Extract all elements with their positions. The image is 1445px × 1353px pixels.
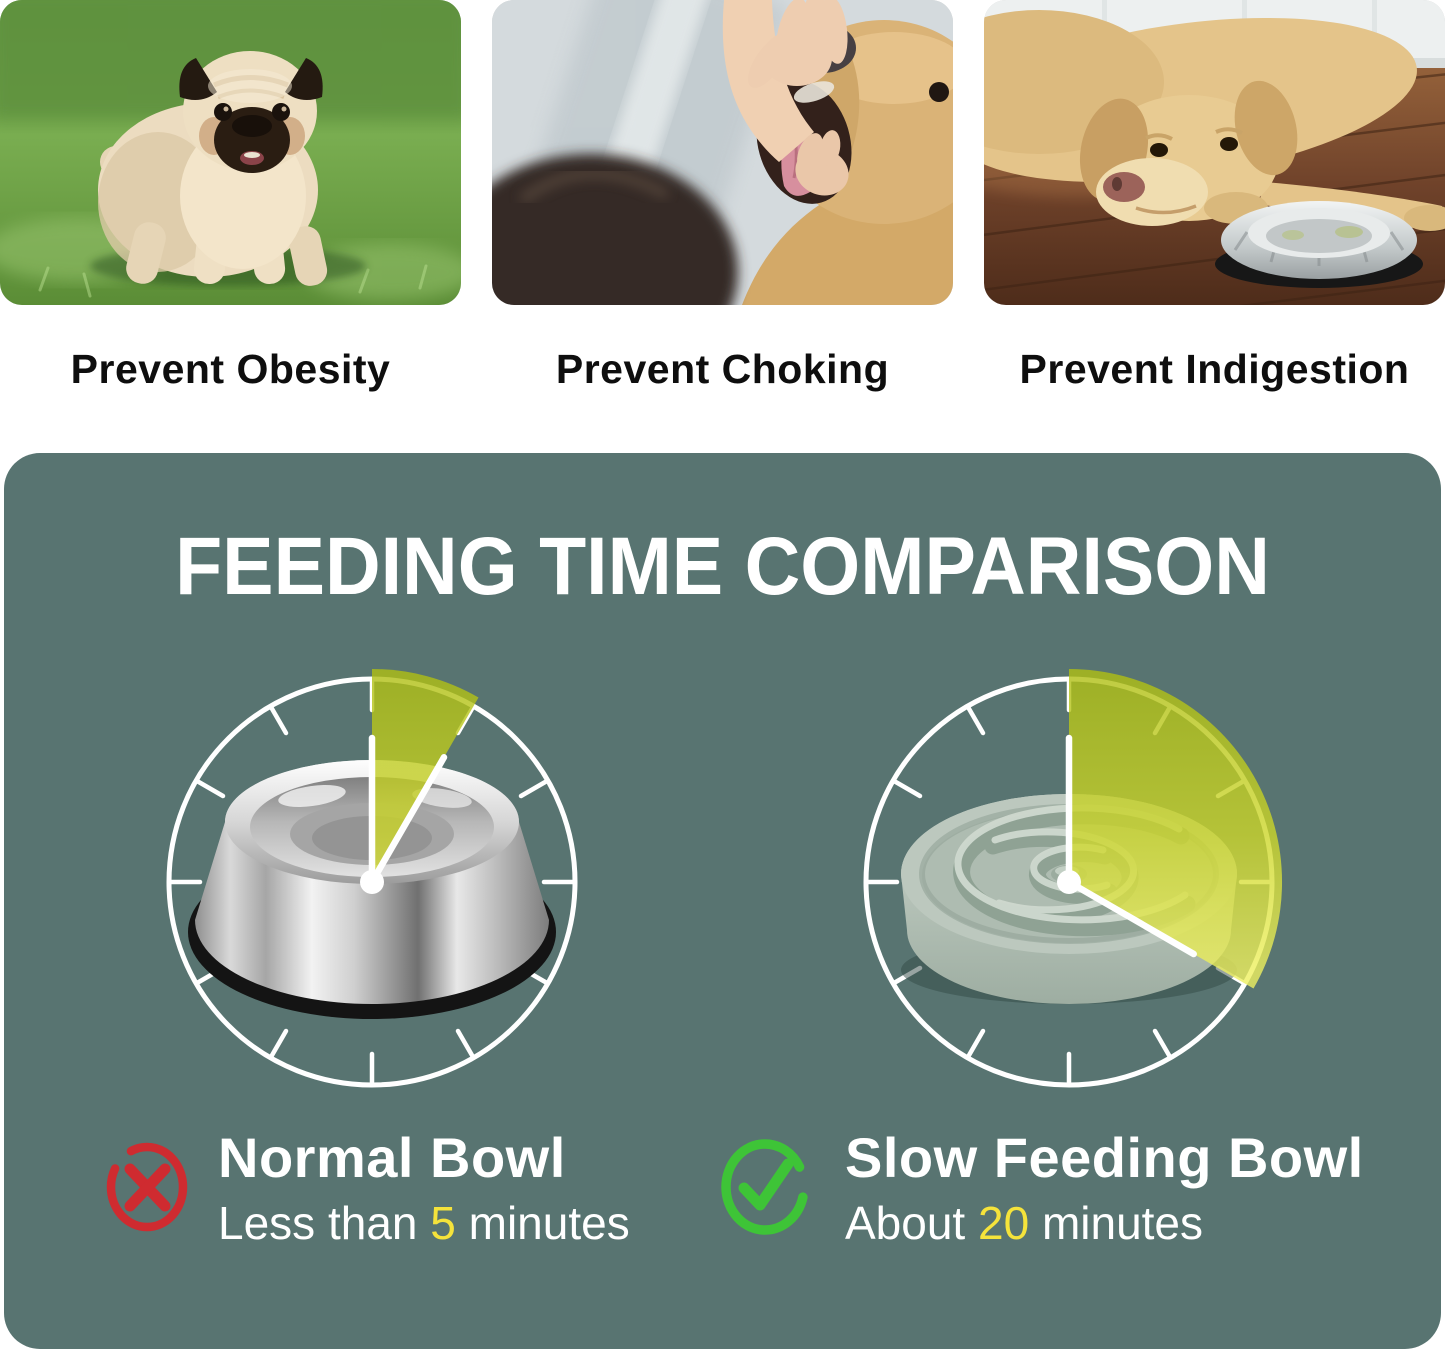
caption-prevent-indigestion: Prevent Indigestion <box>1019 346 1410 392</box>
legend-slow-bowl-name: Slow Feeding Bowl <box>845 1126 1364 1189</box>
x-icon <box>106 1142 188 1232</box>
legend-slow-bowl-time: About 20 minutes <box>845 1196 1203 1250</box>
check-icon <box>721 1139 809 1235</box>
time-suffix: minutes <box>455 1197 630 1249</box>
caption-prevent-obesity: Prevent Obesity <box>70 346 391 392</box>
clock-wedge-and-hands <box>360 669 479 894</box>
photo-dog-waiting-by-bowl <box>984 0 1445 305</box>
steel-bowl-in-photo <box>1215 201 1423 288</box>
time-value-highlight: 20 <box>978 1197 1030 1249</box>
photo-fat-pug-on-grass <box>0 0 461 305</box>
time-prefix: Less than <box>218 1197 431 1249</box>
caption-prevent-choking: Prevent Choking <box>555 346 890 392</box>
panel-title: FEEDING TIME COMPARISON <box>175 521 1270 612</box>
clock-wedge-and-hands <box>1057 669 1283 989</box>
clock-normal-bowl <box>166 669 578 1088</box>
choking-check-illustration <box>492 0 953 305</box>
time-prefix: About <box>845 1197 978 1249</box>
fat-pug-illustration <box>0 0 461 305</box>
legend-normal-bowl-time: Less than 5 minutes <box>218 1196 630 1250</box>
time-suffix: minutes <box>1029 1197 1204 1249</box>
indigestion-illustration <box>984 0 1445 305</box>
photo-checking-dog-mouth <box>492 0 953 305</box>
clock-slow-bowl <box>863 669 1283 1088</box>
legend-normal-bowl-name: Normal Bowl <box>218 1126 566 1189</box>
time-value-highlight: 5 <box>430 1197 456 1249</box>
